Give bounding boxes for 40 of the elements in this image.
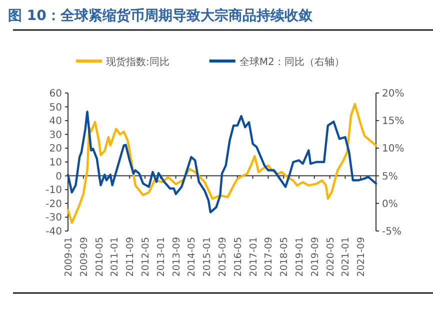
y2-tick-label: 15% xyxy=(382,116,404,128)
y-tick-label: -20 xyxy=(46,198,62,210)
x-tick-label: 2016-05 xyxy=(232,237,244,277)
legend-label: 现货指数:同比 xyxy=(106,56,170,68)
y-tick-label: 50 xyxy=(49,102,62,114)
y2-tick-label: 0% xyxy=(382,198,398,210)
y2-tick-label: 5% xyxy=(382,171,398,182)
y-tick-label: -30 xyxy=(46,212,62,224)
x-tick-label: 2013-09 xyxy=(171,237,182,277)
x-tick-label: 2012-05 xyxy=(140,237,152,277)
x-tick-label: 2013-01 xyxy=(156,237,167,277)
y-tick-label: 20 xyxy=(49,144,62,155)
x-tick-label: 2018-05 xyxy=(279,237,290,277)
x-tick-label: 2021-09 xyxy=(356,237,368,277)
y-tick-label: 0 xyxy=(56,171,62,182)
x-tick-label: 2009-09 xyxy=(78,237,90,277)
chart-title: 图 10：全球紧缩货币周期导致大宗商品持续收敛 xyxy=(8,7,314,24)
x-tick-label: 2020-05 xyxy=(325,237,336,277)
x-tick-label: 2010-05 xyxy=(94,237,106,277)
x-tick-label: 2009-01 xyxy=(64,237,74,277)
x-tick-label: 2019-01 xyxy=(294,237,306,277)
y-tick-label: -10 xyxy=(46,185,62,196)
y-tick-label: 60 xyxy=(49,88,62,100)
y2-tick-label: 10% xyxy=(382,144,404,155)
x-tick-label: 2011-09 xyxy=(125,237,136,277)
x-tick-label: 2014-05 xyxy=(186,237,198,277)
y2-tick-label: -5% xyxy=(382,226,402,238)
x-tick-label: 2015-01 xyxy=(202,237,214,277)
x-tick-label: 2021-01 xyxy=(340,237,352,277)
x-tick-label: 2017-01 xyxy=(248,237,260,277)
x-tick-label: 2019-09 xyxy=(310,237,321,277)
y2-tick-label: 20% xyxy=(382,88,404,100)
x-tick-label: 2017-09 xyxy=(264,237,275,277)
y-tick-label: -40 xyxy=(46,226,62,238)
x-tick-label: 2015-09 xyxy=(218,237,228,277)
x-tick-label: 2011-01 xyxy=(110,237,121,277)
y-tick-label: 30 xyxy=(49,130,62,141)
y-tick-label: 40 xyxy=(49,116,62,128)
y-tick-label: 10 xyxy=(49,158,62,168)
legend-label: 全球M2：同比（右轴） xyxy=(239,56,344,68)
